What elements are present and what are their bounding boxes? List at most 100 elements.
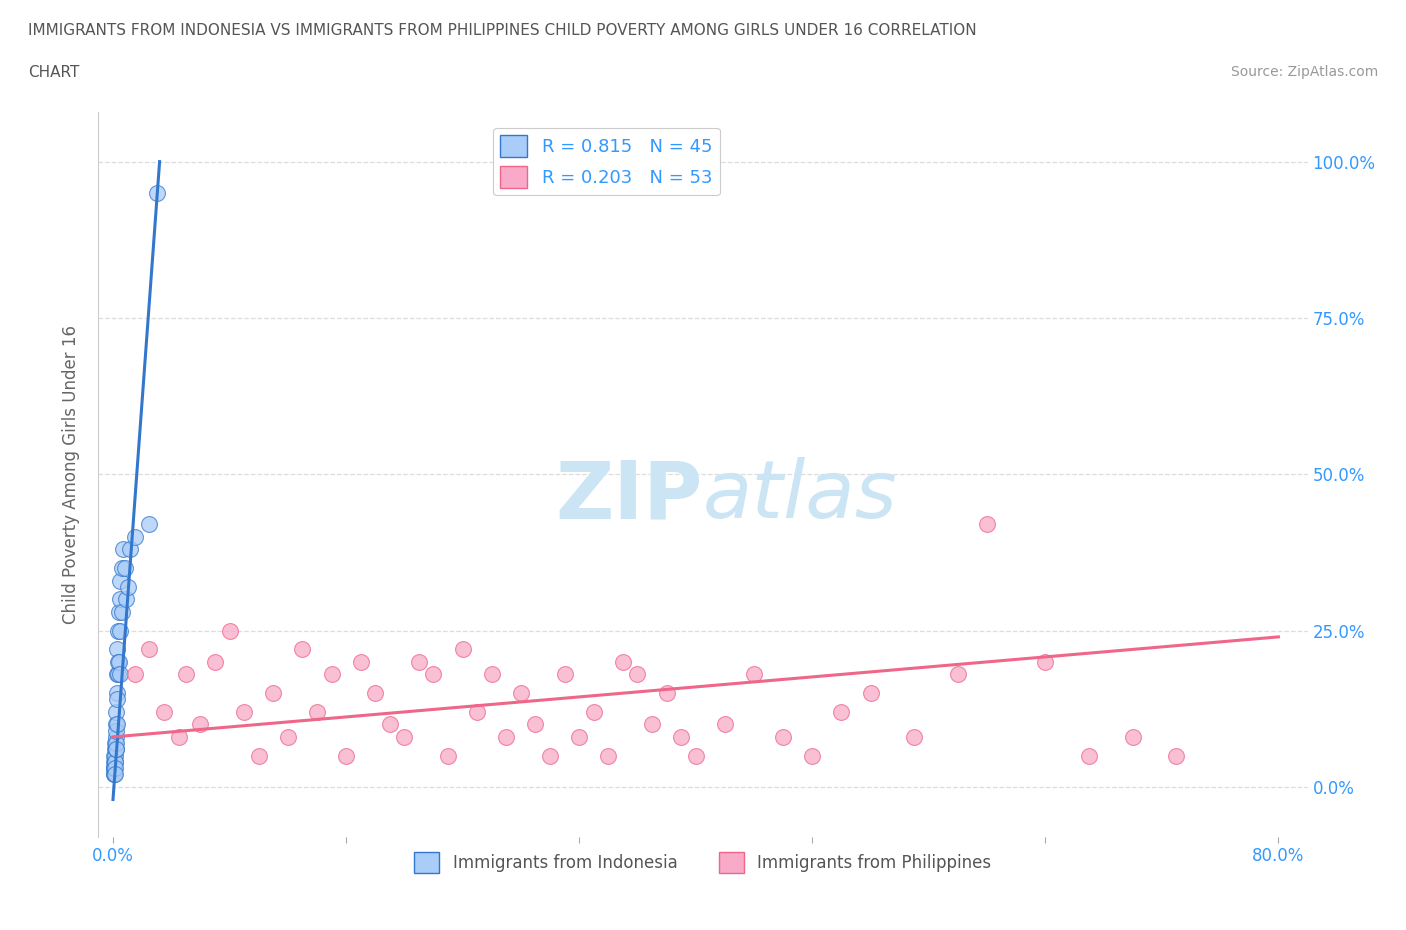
Point [568,729,591,744]
Point [107,667,129,682]
Text: atlas: atlas [703,457,898,535]
Point [655,685,678,700]
Point [714,717,737,732]
Point [108,604,131,619]
Point [108,591,131,606]
Point [554,667,576,682]
Point [277,729,299,744]
Point [111,561,134,576]
Point [105,742,128,757]
Point [110,623,132,638]
Point [538,749,561,764]
Point [104,749,127,764]
Point [233,705,256,720]
Point [437,749,460,764]
Point [451,642,474,657]
Point [104,736,127,751]
Point [335,749,357,764]
Point [598,749,620,764]
Point [262,685,284,700]
Point [153,705,176,720]
Point [107,623,129,638]
Point [174,667,197,682]
Text: ZIP: ZIP [555,457,703,535]
Point [114,561,136,576]
Point [110,667,132,682]
Point [103,767,125,782]
Point [1033,655,1056,670]
Text: IMMIGRANTS FROM INDONESIA VS IMMIGRANTS FROM PHILIPPINES CHILD POVERTY AMONG GIR: IMMIGRANTS FROM INDONESIA VS IMMIGRANTS … [28,23,977,38]
Point [104,742,127,757]
Point [145,185,167,200]
Point [685,749,707,764]
Point [117,579,139,594]
Point [481,667,503,682]
Point [976,517,998,532]
Point [321,667,343,682]
Point [103,761,125,776]
Point [305,705,328,720]
Point [124,529,146,544]
Point [422,667,444,682]
Point [112,542,135,557]
Point [105,642,128,657]
Point [1078,749,1101,764]
Point [104,729,127,744]
Point [105,724,128,738]
Point [105,667,128,682]
Point [204,655,226,670]
Point [524,717,547,732]
Point [124,667,146,682]
Point [104,761,127,776]
Point [903,729,925,744]
Point [110,573,132,588]
Point [104,754,127,769]
Point [772,729,794,744]
Point [108,655,131,670]
Point [218,623,240,638]
Point [105,692,128,707]
Point [742,667,765,682]
Point [247,749,270,764]
Point [291,642,314,657]
Point [626,667,648,682]
Point [612,655,634,670]
Point [120,542,142,557]
Point [138,517,160,532]
Point [641,717,664,732]
Point [107,655,129,670]
Point [104,742,127,757]
Point [378,717,401,732]
Text: Source: ZipAtlas.com: Source: ZipAtlas.com [1230,65,1378,79]
Point [946,667,969,682]
Point [1122,729,1144,744]
Point [364,685,387,700]
Text: CHART: CHART [28,65,80,80]
Point [1166,749,1188,764]
Point [104,717,127,732]
Legend: Immigrants from Indonesia, Immigrants from Philippines: Immigrants from Indonesia, Immigrants fr… [408,845,998,880]
Point [115,591,138,606]
Point [801,749,824,764]
Point [582,705,605,720]
Point [859,685,882,700]
Point [103,749,125,764]
Point [465,705,488,720]
Point [105,705,128,720]
Point [103,767,125,782]
Point [105,685,128,700]
Point [103,761,125,776]
Point [190,717,212,732]
Point [509,685,531,700]
Point [104,754,127,769]
Point [350,655,373,670]
Point [103,754,125,769]
Point [669,729,692,744]
Point [104,767,127,782]
Point [408,655,430,670]
Point [394,729,416,744]
Point [830,705,852,720]
Point [103,761,125,776]
Point [138,642,160,657]
Y-axis label: Child Poverty Among Girls Under 16: Child Poverty Among Girls Under 16 [62,325,80,624]
